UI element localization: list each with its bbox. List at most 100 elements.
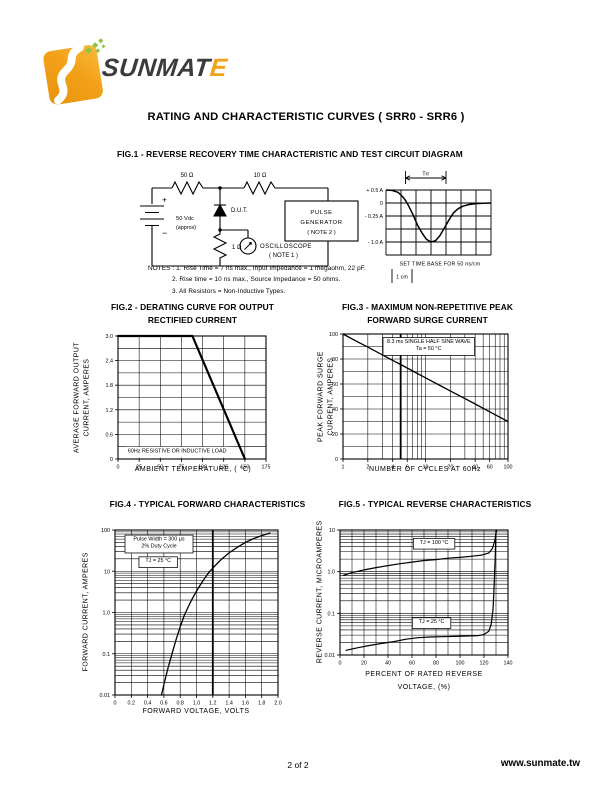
svg-text:1: 1: [342, 465, 345, 471]
svg-text:100: 100: [329, 332, 338, 338]
fig2-xlabel: AMBIENT TEMPERATURE, ( °C): [134, 466, 252, 473]
svg-text:0.6: 0.6: [106, 432, 114, 438]
svg-text:40: 40: [472, 465, 478, 471]
scope-grid: [385, 189, 492, 256]
page-number: 2 of 2: [287, 760, 309, 770]
svg-text:0.1: 0.1: [103, 652, 111, 658]
fig2-title-line2: RECTIFIED CURRENT: [147, 315, 238, 325]
battery-voltage-label: 50 Vdc: [176, 216, 194, 222]
pulse-generator-label-3: ( NOTE 2 ): [307, 230, 336, 236]
fig3-title-line1: FIG.3 - MAXIMUM NON-REPETITIVE PEAK: [341, 302, 513, 312]
logo-mark-icon: [43, 38, 106, 105]
svg-text:0.4: 0.4: [144, 701, 152, 707]
series-surge-current: [342, 333, 509, 423]
svg-text:0: 0: [335, 457, 338, 463]
svg-text:0: 0: [380, 201, 383, 207]
series-tj-25-c: [345, 529, 497, 651]
svg-text:2: 2: [366, 465, 369, 471]
oscilloscope-label-1: OSCILLOSCOPE: [260, 244, 312, 250]
fig3-ylabel-line2: CURRENT, AMPERES: [327, 357, 334, 436]
wire: [220, 229, 249, 238]
svg-text:20: 20: [332, 432, 338, 438]
series-tj-100-c: [343, 529, 498, 576]
oscilloscope-arrow: [244, 242, 252, 250]
fig4-forward-chart: 0 0.2 0.4 0.6 0.8 1.0 1.2 1.4 1.6 1.8 2.0 0.01 0.1 1.…: [100, 528, 282, 707]
svg-text:10: 10: [329, 528, 335, 534]
fig2-title-line1: FIG.2 - DERATING CURVE FOR OUTPUT: [110, 302, 275, 312]
svg-text:50: 50: [157, 465, 163, 471]
chart-annotation: TJ = 100 °C: [412, 538, 456, 550]
svg-text:100: 100: [504, 465, 513, 471]
trr-marker: Trr: [405, 169, 447, 184]
fig1-notes: NOTES : 1. Rise Time = 7 ns max., Input …: [148, 263, 366, 297]
svg-text:Pulse Width = 300 μs: Pulse Width = 300 μs: [133, 536, 185, 542]
svg-text:80: 80: [433, 661, 439, 667]
scale-marker-label: 1 cm: [396, 275, 408, 281]
battery-plus-sign: +: [162, 195, 167, 205]
diode-icon: [213, 203, 227, 217]
svg-text:0: 0: [117, 465, 120, 471]
resistor-50ohm-label: 50 Ω: [181, 173, 194, 179]
svg-text:0.6: 0.6: [160, 701, 168, 707]
plot-frame: [339, 529, 509, 656]
fig2-derating-chart: 0 25 50 75 100 125 150 175 0 0.6 1.2 1.8 2.4 3.0 60Hz …: [106, 334, 271, 470]
svg-text:0.1: 0.1: [328, 611, 336, 617]
svg-text:25: 25: [136, 465, 142, 471]
brand-accent-letter: E: [208, 54, 229, 82]
svg-text:0: 0: [114, 701, 117, 707]
pulse-generator-box: [284, 200, 359, 242]
scope-caption: SET TIME BASE FOR 50 ns/cm: [400, 262, 481, 268]
data-series: [116, 334, 246, 461]
data-series: [160, 532, 271, 696]
resistor-10ohm-label: 10 Ω: [254, 173, 267, 179]
resistor-1ohm-icon: [212, 230, 228, 266]
fig1-heading: FIG.1 - REVERSE RECOVERY TIME CHARACTERI…: [117, 149, 463, 159]
svg-text:0.8: 0.8: [176, 701, 184, 707]
svg-text:TJ = 25 °C: TJ = 25 °C: [145, 558, 171, 564]
svg-text:2.4: 2.4: [106, 359, 114, 365]
chart-annotation: TJ = 25 °C: [411, 617, 452, 629]
series-forward-current: [160, 532, 271, 696]
svg-text:40: 40: [385, 661, 391, 667]
chart-annotation: TJ = 25 °C: [138, 556, 178, 568]
oscilloscope-icon: [239, 237, 257, 255]
svg-text:20: 20: [361, 661, 367, 667]
svg-text:- 0.25 A: - 0.25 A: [365, 214, 384, 220]
battery-approx-label: (approx): [176, 225, 196, 231]
svg-text:1.0: 1.0: [103, 611, 111, 617]
scope-y-labels: + 0.5 A 0 - 0.25 A - 1.0 A: [365, 188, 384, 246]
axis-ticks: 0 25 50 75 100 125 150 175 0 0.6 1.2 1.8 2.4 3.0: [106, 334, 271, 470]
svg-text:100: 100: [456, 661, 465, 667]
svg-text:120: 120: [480, 661, 489, 667]
svg-text:60: 60: [487, 465, 493, 471]
svg-text:4: 4: [391, 465, 394, 471]
fig2-ylabel: AVERAGE FORWARD OUTPUT CURRENT, AMPERES: [73, 328, 92, 468]
pulse-generator-label-2: GENERATOR: [300, 220, 342, 226]
axis-ticks: 1 2 4 6 10 20 40 60 100 0 20 40 60 80 100: [329, 332, 513, 470]
battery-minus-sign: −: [162, 228, 167, 238]
svg-text:6: 6: [406, 465, 409, 471]
svg-text:3.0: 3.0: [106, 334, 114, 340]
fig4-ylabel: FORWARD CURRENT, AMPERES: [82, 552, 90, 672]
svg-text:TJ = 25 °C: TJ = 25 °C: [419, 619, 445, 625]
svg-text:1.0: 1.0: [328, 570, 336, 576]
fig3-ylabel-line1: PEAK FORWARD SURGE: [317, 351, 325, 442]
brand-text: SUNMAT: [100, 54, 212, 82]
svg-text:Trr: Trr: [422, 172, 429, 178]
note-line: NOTES : 1. Rise Time = 7 ns max., Input …: [148, 265, 366, 272]
svg-text:TJ = 100 °C: TJ = 100 °C: [420, 540, 449, 546]
svg-text:100: 100: [101, 528, 110, 534]
page-title: RATING AND CHARACTERISTIC CURVES ( SRR0 …: [147, 111, 465, 123]
brand-wordmark: SUNMATE: [100, 54, 229, 83]
fig3-surge-chart: 1 2 4 6 10 20 40 60 100 0 20 40 60 80 100 8.3 ms SINGLE…: [329, 332, 513, 470]
svg-text:60: 60: [409, 661, 415, 667]
svg-text:0.2: 0.2: [128, 701, 136, 707]
svg-text:125: 125: [219, 465, 228, 471]
fig5-title: FIG.5 - TYPICAL REVERSE CHARACTERISTICS: [338, 499, 532, 509]
logo-square: [43, 43, 103, 105]
svg-text:1.4: 1.4: [225, 701, 233, 707]
svg-text:100: 100: [198, 465, 207, 471]
svg-text:+ 0.5 A: + 0.5 A: [366, 188, 383, 194]
svg-text:1.8: 1.8: [106, 383, 114, 389]
